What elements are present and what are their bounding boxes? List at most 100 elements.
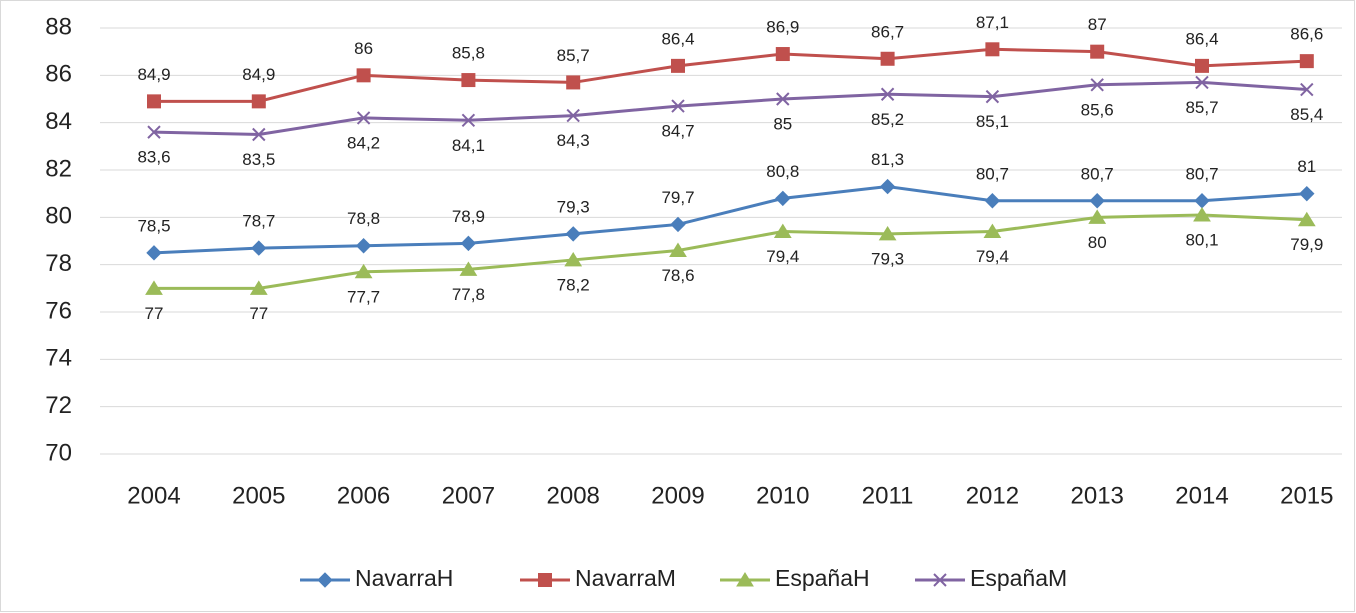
- marker: [566, 75, 581, 90]
- marker: [671, 58, 685, 73]
- data-label: 79,3: [871, 249, 904, 268]
- data-label: 86,7: [871, 22, 904, 41]
- data-label: 80,7: [1185, 164, 1218, 183]
- data-label: 80,7: [976, 164, 1009, 183]
- marker: [460, 235, 477, 252]
- data-label: 85: [773, 114, 792, 133]
- marker: [773, 223, 792, 239]
- data-label: 86,6: [1290, 25, 1323, 44]
- x-tick-label: 2014: [1175, 482, 1228, 509]
- data-label: 85,2: [871, 110, 904, 129]
- y-tick-label: 74: [45, 345, 72, 372]
- data-label: 78,7: [242, 212, 275, 231]
- marker: [564, 251, 583, 267]
- marker: [671, 99, 685, 113]
- marker: [1300, 82, 1314, 97]
- marker: [1193, 207, 1211, 222]
- data-label: 78,2: [557, 275, 590, 294]
- data-label: 84,3: [557, 131, 590, 150]
- marker: [1297, 211, 1316, 227]
- data-label: 87,1: [976, 13, 1009, 32]
- x-tick-label: 2009: [651, 482, 704, 509]
- data-label: 85,7: [557, 46, 590, 65]
- marker: [1090, 78, 1104, 92]
- series-line: [154, 47, 1307, 103]
- series-line: [153, 185, 1307, 255]
- legend-item: NavarraM: [520, 565, 676, 591]
- marker: [776, 92, 790, 106]
- legend-label: NavarraH: [355, 565, 453, 591]
- y-tick-label: 80: [45, 203, 72, 230]
- data-label: 86,9: [766, 18, 799, 37]
- marker: [538, 573, 552, 587]
- y-tick-label: 84: [45, 108, 72, 135]
- marker: [1299, 185, 1315, 202]
- data-label: 87: [1088, 15, 1107, 34]
- legend-item: EspañaM: [915, 565, 1067, 591]
- data-label: 78,9: [452, 207, 485, 226]
- y-tick-label: 72: [45, 392, 72, 419]
- data-label: 77,8: [452, 285, 485, 304]
- data-label: 80,7: [1081, 164, 1114, 183]
- marker: [249, 280, 268, 295]
- data-label: 84,7: [661, 122, 694, 141]
- data-label: 83,6: [137, 148, 170, 167]
- marker: [461, 113, 476, 128]
- marker: [251, 94, 266, 109]
- x-tick-label: 2004: [127, 482, 180, 509]
- x-tick-label: 2012: [966, 482, 1019, 509]
- marker: [147, 125, 161, 139]
- marker: [1195, 58, 1209, 73]
- x-tick-label: 2010: [756, 482, 809, 509]
- x-tick-label: 2006: [337, 482, 390, 509]
- legend-item: NavarraH: [300, 565, 453, 591]
- marker: [565, 226, 581, 242]
- marker: [459, 261, 478, 276]
- data-label: 84,9: [242, 65, 275, 84]
- marker: [356, 111, 371, 125]
- data-label: 80: [1088, 233, 1107, 252]
- marker: [878, 225, 897, 241]
- data-label: 79,4: [766, 247, 799, 266]
- marker: [251, 240, 267, 256]
- marker: [1090, 44, 1105, 59]
- legend-label: EspañaM: [970, 565, 1067, 591]
- data-label: 78,5: [137, 216, 170, 235]
- y-tick-label: 76: [45, 297, 72, 324]
- marker: [879, 178, 896, 195]
- marker: [1089, 193, 1105, 209]
- data-label: 79,4: [976, 247, 1009, 266]
- data-label: 79,7: [661, 188, 694, 207]
- data-label: 77: [145, 304, 164, 323]
- marker: [985, 89, 1000, 104]
- marker: [461, 73, 476, 88]
- data-label: 81,3: [871, 150, 904, 169]
- marker: [984, 193, 1001, 209]
- marker: [670, 216, 686, 233]
- data-label: 85,1: [976, 112, 1009, 131]
- data-label: 85,4: [1290, 105, 1323, 124]
- data-label: 77,7: [347, 287, 380, 306]
- series-line: [153, 80, 1307, 137]
- data-label: 78,8: [347, 209, 380, 228]
- legend-item: EspañaH: [720, 565, 870, 591]
- data-label: 77: [249, 304, 268, 323]
- data-label: 79,3: [557, 197, 590, 216]
- marker: [145, 280, 163, 295]
- marker: [933, 573, 947, 587]
- data-label: 85,6: [1081, 100, 1114, 119]
- marker: [354, 263, 373, 279]
- marker: [985, 42, 1000, 57]
- series-line: [154, 213, 1307, 290]
- data-label: 80,1: [1185, 230, 1218, 249]
- marker: [355, 238, 372, 254]
- data-label: 80,8: [766, 162, 799, 181]
- marker: [1195, 75, 1209, 90]
- marker: [317, 572, 333, 588]
- marker: [775, 190, 791, 207]
- data-label: 84,2: [347, 133, 380, 152]
- data-label: 86,4: [661, 29, 694, 48]
- x-tick-label: 2013: [1071, 482, 1124, 509]
- data-label: 79,9: [1290, 235, 1323, 254]
